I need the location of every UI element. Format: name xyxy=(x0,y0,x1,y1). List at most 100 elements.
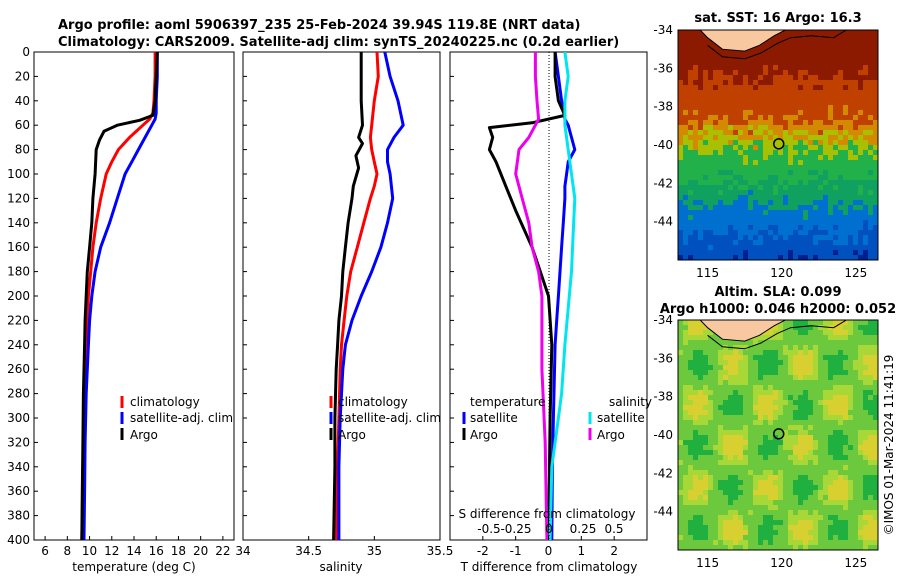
map-cell xyxy=(783,505,789,511)
map-cell xyxy=(818,455,824,461)
map-cell xyxy=(858,330,864,336)
map-cell xyxy=(743,440,749,446)
map-cell xyxy=(803,255,809,260)
map-cell xyxy=(838,505,844,511)
map-cell xyxy=(828,490,834,496)
map-cell xyxy=(828,385,834,391)
map-cell xyxy=(703,385,709,391)
map-cell xyxy=(743,350,749,356)
map-cell xyxy=(703,175,709,181)
map-cell xyxy=(813,355,819,361)
map-cell xyxy=(678,520,684,526)
map-cell xyxy=(818,505,824,511)
map-cell xyxy=(723,175,729,181)
map-cell xyxy=(838,440,844,446)
map-cell xyxy=(703,205,709,211)
map-cell xyxy=(693,175,699,181)
map-cell xyxy=(873,165,878,171)
map-cell xyxy=(838,385,844,391)
map-cell xyxy=(783,325,789,331)
map-cell xyxy=(858,385,864,391)
map-cell xyxy=(693,110,699,116)
map-cell xyxy=(718,255,724,260)
map-cell xyxy=(688,380,694,386)
map-cell xyxy=(748,400,754,406)
map-cell xyxy=(793,420,799,426)
map-cell xyxy=(788,380,794,386)
map-cell xyxy=(788,515,794,521)
map-cell xyxy=(763,60,769,66)
map-cell xyxy=(868,395,874,401)
map-cell xyxy=(853,360,859,366)
map-cell xyxy=(783,140,789,146)
map-cell xyxy=(688,210,694,216)
map-cell xyxy=(818,65,824,71)
map-cell xyxy=(798,540,804,546)
map-cell xyxy=(868,110,874,116)
map-cell xyxy=(838,225,844,231)
map-cell xyxy=(688,80,694,86)
map-cell xyxy=(753,250,759,256)
map-cell xyxy=(858,120,864,126)
map-cell xyxy=(863,255,869,260)
map-cell xyxy=(853,505,859,511)
map-cell xyxy=(798,435,804,441)
map-cell xyxy=(873,105,878,111)
map-cell xyxy=(773,200,779,206)
map-cell xyxy=(838,75,844,81)
map-cell xyxy=(798,450,804,456)
map-cell xyxy=(818,515,824,521)
map-cell xyxy=(828,135,834,141)
map-cell xyxy=(793,220,799,226)
map-cell xyxy=(823,430,829,436)
map-cell xyxy=(733,195,739,201)
map-cell xyxy=(838,145,844,151)
map-cell xyxy=(793,495,799,501)
map-cell xyxy=(753,130,759,136)
map-cell xyxy=(763,90,769,96)
map-cell xyxy=(788,455,794,461)
map-cell xyxy=(813,510,819,516)
map-cell xyxy=(853,445,859,451)
map-cell xyxy=(753,445,759,451)
map-cell xyxy=(683,420,689,426)
map-cell xyxy=(728,440,734,446)
map-cell xyxy=(813,180,819,186)
map-cell xyxy=(783,190,789,196)
map-cell xyxy=(768,120,774,126)
map-cell xyxy=(818,460,824,466)
map-cell xyxy=(838,350,844,356)
map-cell xyxy=(848,165,854,171)
map-cell xyxy=(828,500,834,506)
map-cell xyxy=(843,240,849,246)
map-cell xyxy=(853,135,859,141)
map-cell xyxy=(743,390,749,396)
map-cell xyxy=(713,370,719,376)
map-cell xyxy=(823,500,829,506)
map-cell xyxy=(678,495,684,501)
map-cell xyxy=(748,540,754,546)
map-cell xyxy=(798,485,804,491)
map-cell xyxy=(688,470,694,476)
map-cell xyxy=(708,250,714,256)
map-cell xyxy=(733,115,739,121)
map-cell xyxy=(838,475,844,481)
map-cell xyxy=(838,90,844,96)
map-cell xyxy=(738,200,744,206)
map-cell xyxy=(833,60,839,66)
map-cell xyxy=(723,250,729,256)
map-cell xyxy=(783,210,789,216)
map-cell xyxy=(818,195,824,201)
map-cell xyxy=(743,415,749,421)
map-cell xyxy=(773,410,779,416)
map-cell xyxy=(763,115,769,121)
map-cell xyxy=(698,230,704,236)
map-cell xyxy=(823,180,829,186)
map-cell xyxy=(713,205,719,211)
map-cell xyxy=(803,325,809,331)
map-cell xyxy=(678,95,684,101)
map-cell xyxy=(768,225,774,231)
map-cell xyxy=(818,90,824,96)
map-cell xyxy=(773,390,779,396)
map-cell xyxy=(793,85,799,91)
